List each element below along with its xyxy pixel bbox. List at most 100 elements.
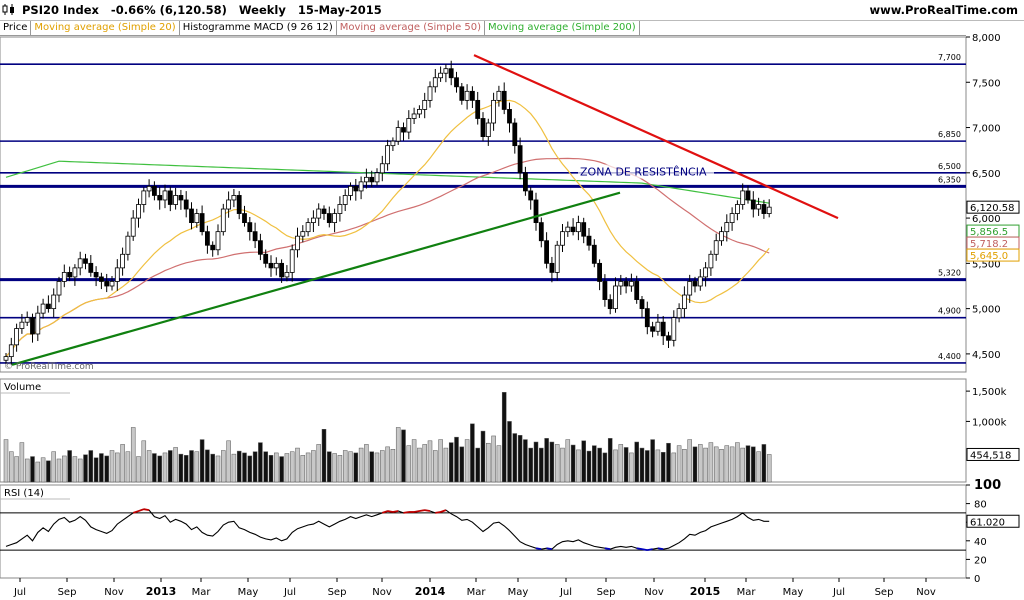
volume-bar [189, 450, 194, 483]
x-tick-label: 2013 [146, 585, 177, 598]
volume-bar [77, 458, 83, 483]
candle-body [719, 231, 724, 242]
candle-body [67, 272, 72, 278]
rsi-oversold-segment [636, 547, 643, 551]
volume-bar [745, 445, 751, 483]
candle-body [189, 208, 194, 224]
price-tick-label: 7,500 [972, 78, 1001, 89]
volume-bar [332, 453, 337, 483]
legend-ma50[interactable]: Moving average (Simple 50) [337, 20, 486, 35]
volume-bar [639, 447, 645, 483]
candle-body [379, 163, 385, 174]
volume-bar [173, 447, 178, 483]
candle-body [321, 208, 327, 214]
volume-bar [120, 444, 125, 483]
volume-bar [676, 445, 682, 483]
volume-bar [380, 450, 385, 483]
candle-body [512, 122, 518, 147]
uptrend-line [11, 191, 621, 366]
volume-bar [115, 452, 120, 483]
candle-body [342, 195, 348, 205]
volume-panel-label: Volume [4, 382, 41, 393]
volume-bar [99, 453, 104, 483]
legend-ma20[interactable]: Moving average (Simple 20) [31, 20, 180, 35]
candle-body [613, 285, 618, 310]
candle-body [279, 262, 285, 278]
volume-bar [305, 452, 311, 483]
candle-body [406, 118, 412, 133]
rsi-overbought-segment [419, 509, 425, 512]
x-tick-label: Mar [192, 587, 212, 598]
candle-body [676, 308, 682, 319]
volume-bar [501, 392, 507, 483]
rsi-line [5, 508, 770, 551]
candle-body [602, 281, 608, 300]
volume-bar [480, 430, 486, 483]
candle-body [756, 204, 761, 210]
candle-body [560, 231, 565, 246]
volume-bar [475, 447, 480, 483]
rsi-overbought-segment [138, 508, 145, 512]
volume-bar [602, 452, 608, 483]
volume-bar [517, 435, 523, 483]
site-name[interactable]: www.ProRealTime.com [869, 3, 1018, 17]
legend-macd[interactable]: Histogramme MACD (9 26 12) [180, 20, 337, 35]
volume-bar [698, 444, 703, 483]
ma-value-label-0: 5,856.5 [970, 227, 1008, 238]
volume-bar [660, 452, 666, 483]
volume-bar [597, 447, 602, 483]
rsi-overbought-segment [392, 510, 399, 513]
candle-body [130, 217, 136, 237]
volume-bar [152, 453, 157, 483]
volume-bar [454, 436, 459, 483]
volume-bar [623, 447, 629, 483]
candle-body [697, 276, 703, 287]
candle-body [523, 172, 528, 192]
volume-bar [109, 450, 115, 483]
volume-bar [242, 452, 247, 483]
candle-body [104, 281, 110, 287]
volume-bar [83, 454, 88, 483]
candle-body [109, 281, 115, 287]
volume-bar [618, 444, 624, 483]
x-tick-label: Sep [875, 587, 894, 598]
candle-body [687, 281, 693, 296]
candle-body [411, 113, 417, 119]
candle-body [353, 185, 359, 192]
volume-bar [735, 442, 740, 483]
volume-bar [565, 439, 571, 483]
x-tick-label: May [508, 587, 529, 598]
price-panel [0, 36, 967, 373]
candle-body [363, 176, 369, 183]
indicator-legend: Price Moving average (Simple 20) Histogr… [0, 20, 966, 36]
volume-bar [56, 458, 62, 483]
volume-bar [178, 453, 184, 483]
candle-body [639, 299, 645, 310]
candle-body [8, 344, 14, 358]
candle-body [401, 127, 406, 133]
rsi-overbought-segment [424, 509, 431, 512]
volume-bar [411, 439, 417, 483]
candle-body [332, 213, 338, 224]
price-tick-label: 8,000 [972, 33, 1001, 44]
x-tick-label: Mar [737, 587, 757, 598]
volume-bar [35, 461, 41, 483]
legend-ma200[interactable]: Moving average (Simple 200) [485, 20, 640, 35]
candle-body [61, 272, 67, 282]
rsi-tick-label: 0 [974, 574, 980, 585]
candle-body [146, 185, 152, 192]
instrument-title: PSI20 Index -0.66% (6,120.58) Weekly 15-… [22, 3, 382, 17]
volume-bar [682, 449, 687, 483]
volume-bar [427, 440, 433, 483]
legend-price[interactable]: Price [0, 20, 32, 35]
candle-body [459, 86, 465, 101]
x-tick-label: May [783, 587, 804, 598]
candle-body [438, 72, 444, 79]
candle-body [427, 86, 433, 101]
volume-bar [464, 439, 470, 483]
volume-bar [751, 446, 756, 483]
volume-bar [496, 445, 502, 483]
volume-bar [666, 442, 671, 483]
volume-bar [258, 442, 263, 483]
